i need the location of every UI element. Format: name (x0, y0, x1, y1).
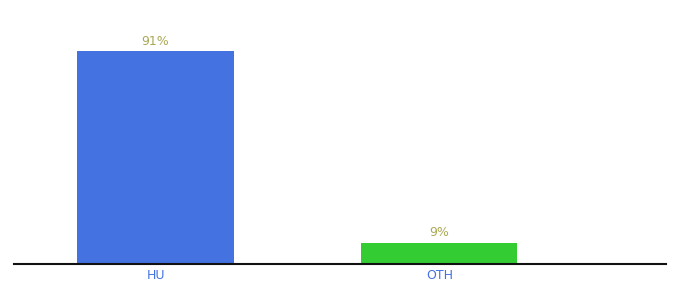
Text: 9%: 9% (429, 226, 449, 239)
Text: 91%: 91% (141, 34, 169, 47)
Bar (78, 51, 233, 264)
Bar (361, 243, 517, 264)
